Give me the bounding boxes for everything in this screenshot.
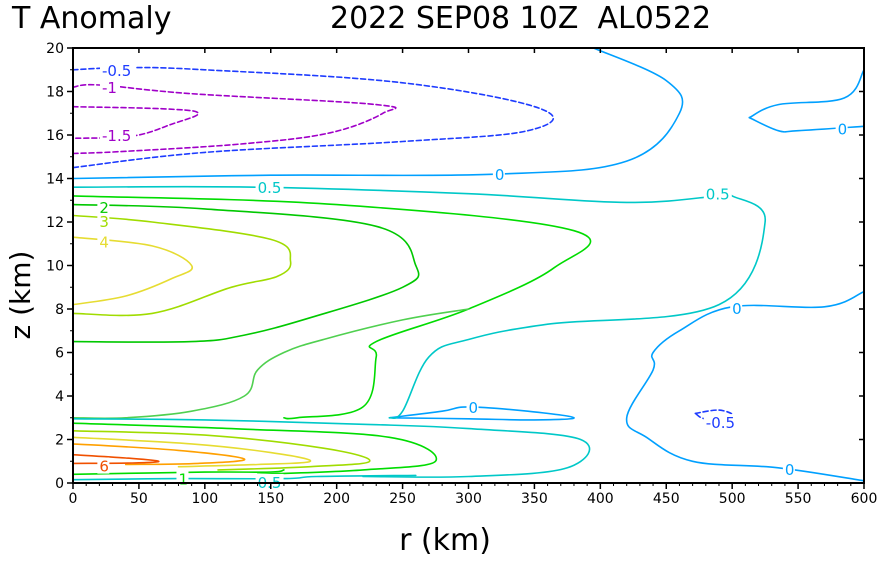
x-tick-label: 250 xyxy=(389,491,416,507)
contour-label: 4 xyxy=(97,233,110,252)
x-tick-label: 350 xyxy=(521,491,548,507)
axes: 0 50 100 150 200 250 300 350 400 450 500 550 6000246… xyxy=(46,41,877,507)
x-tick-label: 200 xyxy=(323,491,350,507)
contour-label-text: -0.5 xyxy=(706,414,735,432)
x-tick-label: 400 xyxy=(587,491,614,507)
contour-label: 6 xyxy=(97,457,110,476)
contour-label-text: 2 xyxy=(99,199,109,217)
contour-line-level-1 xyxy=(73,469,285,476)
contour-label: -0.5 xyxy=(100,61,137,80)
contour-line-level-neg1 xyxy=(73,83,397,155)
y-tick-label: 10 xyxy=(46,259,64,275)
y-tick-label: 20 xyxy=(46,41,64,57)
contour-label: 0 xyxy=(492,166,505,184)
contour-label: 2 xyxy=(97,198,110,217)
x-tick-label: 300 xyxy=(455,491,482,507)
x-tick-label: 0 xyxy=(69,491,78,507)
contour-label-text: 0 xyxy=(785,461,795,479)
contour-line-level-neg0p5 xyxy=(73,66,555,169)
contour-label: 0 xyxy=(782,460,795,479)
contour-label-text: 0 xyxy=(495,166,505,184)
contour-lines xyxy=(73,48,864,482)
contour-label: 0.5 xyxy=(703,185,732,204)
y-tick-label: 0 xyxy=(55,476,64,492)
x-tick-label: 550 xyxy=(785,491,812,507)
x-tick-label: 600 xyxy=(851,491,878,507)
contour-label-text: 0.5 xyxy=(258,179,282,197)
contour-label: -1 xyxy=(100,79,121,97)
contour-line-level-0p5 xyxy=(73,185,766,419)
y-tick-label: 16 xyxy=(46,128,64,144)
contour-label: 0 xyxy=(466,398,479,417)
contour-label-text: 0 xyxy=(469,399,479,417)
contour-line-level-2p5 xyxy=(73,422,438,476)
contour-line-level-6 xyxy=(73,453,160,465)
contour-line-level-0 xyxy=(625,290,864,482)
contour-label-text: 0 xyxy=(732,300,742,318)
contour-line-level-3 xyxy=(73,214,292,317)
x-axis-label: r (km) xyxy=(399,523,491,558)
contour-line-level-3p5 xyxy=(73,430,371,471)
y-tick-label: 4 xyxy=(55,389,64,405)
x-tick-label: 100 xyxy=(191,491,218,507)
contour-line-level-0 xyxy=(748,69,864,119)
contour-label: 0 xyxy=(835,120,848,138)
contour-label-text: -1 xyxy=(102,79,117,97)
contour-line-level-1 xyxy=(73,195,592,420)
chart-title-right: 2022 SEP08 10Z AL0522 xyxy=(330,1,711,36)
contour-label-text: 0 xyxy=(838,120,848,138)
contour-label-text: 3 xyxy=(99,213,109,231)
contour-label: -0.5 xyxy=(703,414,740,432)
contour-line-level-2 xyxy=(73,308,470,420)
y-tick-label: 14 xyxy=(46,172,64,188)
contour-label-text: 1 xyxy=(178,471,188,489)
x-tick-label: 450 xyxy=(653,491,680,507)
x-tick-label: 150 xyxy=(257,491,284,507)
y-tick-label: 12 xyxy=(46,215,64,231)
contour-line-level-5 xyxy=(73,443,246,466)
y-tick-label: 6 xyxy=(55,346,64,362)
contour-line-level-4p5 xyxy=(73,436,312,468)
contour-line-level-0 xyxy=(388,406,575,421)
contour-label-text: -0.5 xyxy=(102,62,131,80)
contour-label-text: 4 xyxy=(99,234,109,252)
y-tick-label: 18 xyxy=(46,85,64,101)
contour-label: 3 xyxy=(97,212,110,231)
contour-line-level-1p5 xyxy=(73,418,591,478)
contour-line-level-2 xyxy=(73,203,420,343)
y-tick-label: 8 xyxy=(55,302,64,318)
contour-line-level-neg1p5 xyxy=(73,105,200,140)
contour-label: 0.5 xyxy=(255,179,284,197)
x-tick-label: 500 xyxy=(719,491,746,507)
contour-label-text: 0.5 xyxy=(706,186,730,204)
chart-title-left: T Anomaly xyxy=(11,1,171,36)
contour-label-text: -1.5 xyxy=(102,127,131,145)
contour-label: 0 xyxy=(730,299,743,318)
contour-label: -1.5 xyxy=(100,127,137,145)
x-tick-label: 50 xyxy=(130,491,148,507)
contour-label-text: 6 xyxy=(99,458,109,476)
y-axis-label: z (km) xyxy=(4,251,37,340)
y-tick-label: 2 xyxy=(55,433,64,449)
contour-line-level-0 xyxy=(748,116,864,133)
contour-line-level-4 xyxy=(73,236,194,306)
contour-line-level-0 xyxy=(73,48,684,180)
